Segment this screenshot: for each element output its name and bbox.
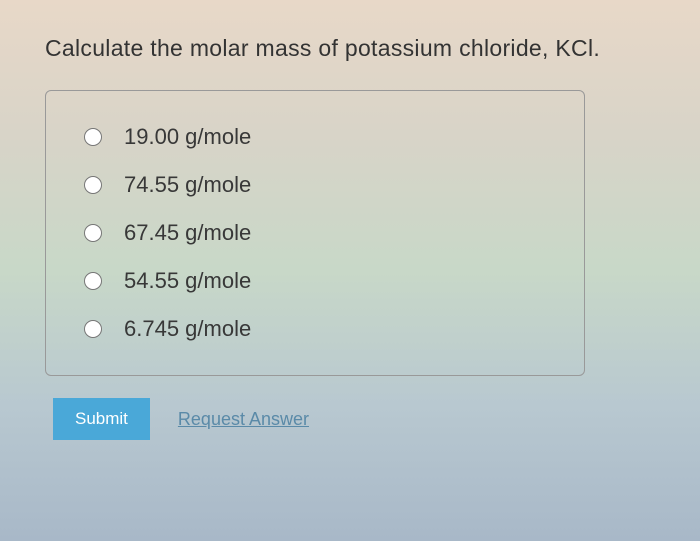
option-label-2: 67.45 g/mole [124,220,251,246]
option-row-4[interactable]: 6.745 g/mole [74,305,556,353]
request-answer-link[interactable]: Request Answer [178,409,309,430]
submit-button[interactable]: Submit [53,398,150,440]
option-radio-0[interactable] [84,128,102,146]
option-radio-1[interactable] [84,176,102,194]
option-row-1[interactable]: 74.55 g/mole [74,161,556,209]
option-radio-2[interactable] [84,224,102,242]
option-radio-3[interactable] [84,272,102,290]
option-label-1: 74.55 g/mole [124,172,251,198]
option-row-3[interactable]: 54.55 g/mole [74,257,556,305]
answer-options-panel: 19.00 g/mole 74.55 g/mole 67.45 g/mole 5… [45,90,585,376]
action-bar: Submit Request Answer [45,398,655,440]
option-label-0: 19.00 g/mole [124,124,251,150]
option-label-3: 54.55 g/mole [124,268,251,294]
question-prompt: Calculate the molar mass of potassium ch… [45,35,655,62]
option-row-0[interactable]: 19.00 g/mole [74,113,556,161]
option-label-4: 6.745 g/mole [124,316,251,342]
option-row-2[interactable]: 67.45 g/mole [74,209,556,257]
option-radio-4[interactable] [84,320,102,338]
